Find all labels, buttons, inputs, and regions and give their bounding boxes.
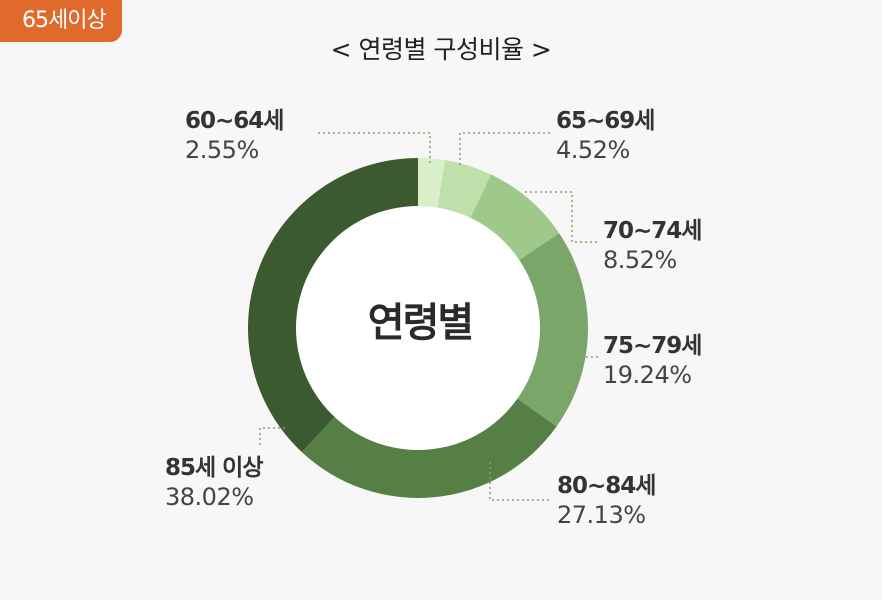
value-label: 2.55%	[185, 135, 259, 164]
value-label: 38.02%	[165, 482, 254, 511]
value-label: 19.24%	[603, 360, 692, 389]
category-label: 80~84세	[557, 473, 656, 499]
center-label: 연령별	[367, 300, 474, 346]
age-group-badge: 65세이상	[0, 0, 122, 42]
label-65-69: 65~69세 4.52%	[556, 108, 655, 164]
category-label: 85세 이상	[165, 455, 263, 481]
label-85-plus: 85세 이상 38.02%	[165, 455, 263, 511]
category-label: 60~64세	[185, 108, 284, 134]
chart-title: < 연령별 구성비율 >	[330, 35, 552, 64]
category-label: 70~74세	[603, 218, 702, 244]
category-label: 65~69세	[556, 108, 655, 134]
label-60-64: 60~64세 2.55%	[185, 108, 284, 164]
value-label: 8.52%	[603, 245, 677, 274]
value-label: 27.13%	[557, 500, 646, 529]
leader-line-1	[318, 132, 431, 165]
leader-line-2	[459, 132, 553, 165]
value-label: 4.52%	[556, 135, 630, 164]
leader-line-3	[525, 191, 598, 243]
leader-line-6	[259, 427, 285, 445]
donut-hole	[296, 206, 540, 450]
label-75-79: 75~79세 19.24%	[603, 333, 702, 389]
label-70-74: 70~74세 8.52%	[603, 218, 702, 274]
category-label: 75~79세	[603, 333, 702, 359]
label-80-84: 80~84세 27.13%	[557, 473, 656, 529]
